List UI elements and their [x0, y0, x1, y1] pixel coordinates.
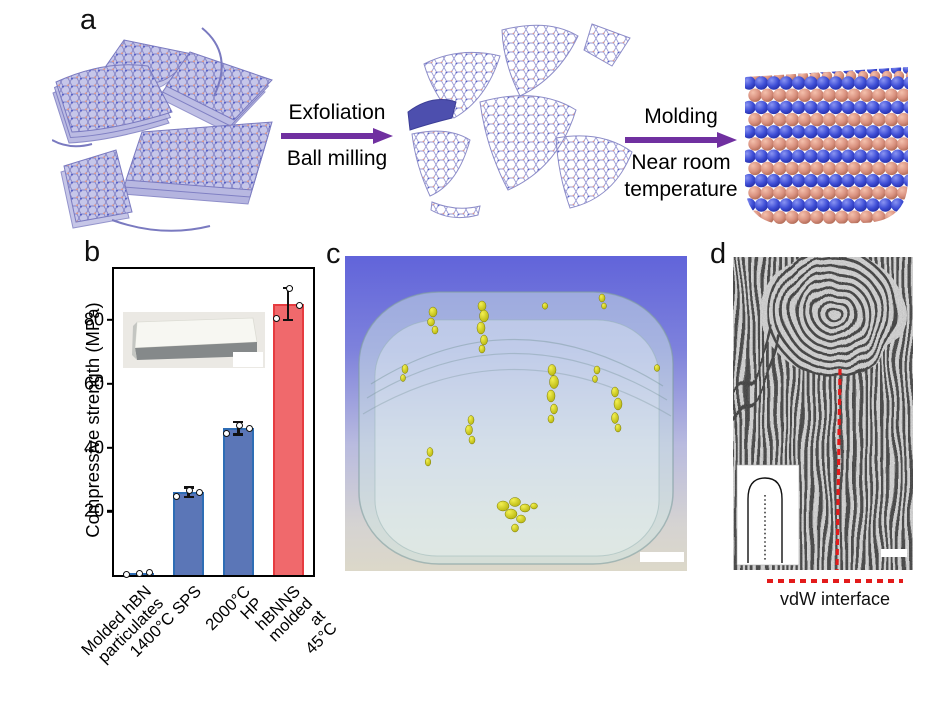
- y-tick-label: 60: [83, 373, 104, 394]
- scale-bar: [881, 549, 907, 557]
- data-point: [295, 302, 303, 310]
- data-point: [136, 569, 144, 577]
- vdw-interface-caption: vdW interface: [779, 589, 891, 609]
- near-room-temperature-label: Near room temperature: [624, 151, 738, 201]
- bar-1: [173, 492, 205, 575]
- right-arrow-icon: [281, 128, 393, 145]
- flake: [52, 64, 173, 144]
- bar-2: [222, 428, 254, 575]
- porosity-cluster: [424, 447, 434, 467]
- porosity-cluster: [465, 415, 476, 445]
- molding-label: Molding: [644, 105, 718, 128]
- error-bar-cap: [183, 495, 194, 499]
- porosity-cluster: [592, 365, 601, 383]
- porosity-cluster: [476, 300, 489, 354]
- bulk-hbn-flakes-illustration: [52, 27, 273, 232]
- y-tick-label: 40: [83, 437, 104, 457]
- y-tick-mark: [107, 318, 114, 322]
- data-point: [235, 421, 243, 429]
- nanosheet: [501, 24, 579, 97]
- porosity-cluster: [427, 306, 439, 335]
- panel-b-label: b: [84, 236, 101, 268]
- flake: [60, 149, 133, 229]
- bar-3: [272, 304, 304, 575]
- y-tick-mark: [107, 382, 114, 385]
- porosity-cluster: [653, 364, 661, 372]
- y-tick-label: 20: [83, 500, 104, 521]
- scale-bar: [640, 552, 684, 562]
- porosity-cluster: [611, 386, 623, 433]
- flake: [121, 121, 273, 205]
- micro-ct-3d-rendering: [345, 256, 687, 571]
- x-tick-label: hBNNS molded at 45°C: [252, 582, 341, 658]
- nanosheet: [555, 135, 633, 209]
- ball-milling-label: Ball milling: [286, 147, 388, 171]
- translucent-disc: [358, 291, 674, 565]
- error-bar-cap: [233, 433, 244, 437]
- data-point: [123, 570, 131, 578]
- porosity-cluster: [400, 364, 409, 382]
- porosity-cluster: [598, 293, 607, 310]
- porosity-cluster: [546, 364, 559, 424]
- nanosheet-edge-on: [407, 99, 457, 131]
- data-point: [196, 488, 204, 496]
- panel-d-label: d: [710, 238, 727, 270]
- molded-hbn-block-illustration: [745, 67, 908, 224]
- y-tick-label: 80: [83, 309, 104, 330]
- nanosheet: [411, 130, 471, 197]
- data-point: [272, 314, 280, 322]
- porosity-cluster: [496, 497, 538, 533]
- data-point: [186, 487, 194, 495]
- nanosheet-sliver: [430, 201, 481, 219]
- exfoliated-nanosheets-illustration: [407, 23, 633, 219]
- porosity-cluster: [541, 302, 549, 310]
- right-arrow-icon: [625, 132, 737, 149]
- data-point: [146, 569, 154, 577]
- data-point: [285, 284, 293, 292]
- y-tick-mark: [107, 510, 114, 513]
- panel-c-label: c: [326, 238, 341, 270]
- bar-chart-plot-area: 20 40 60 80 Molded hBN particulates 1400°C SP…: [78, 267, 341, 667]
- vdw-interface-marker-line: [835, 368, 842, 570]
- error-bar-cap: [283, 318, 294, 322]
- process-step-exfoliation: Exfoliation Ball milling: [268, 100, 406, 173]
- hrtem-image: [733, 257, 913, 570]
- exfoliation-label: Exfoliation: [288, 101, 386, 124]
- panel-a-label: a: [80, 4, 97, 36]
- data-point: [245, 424, 253, 432]
- nanosheet: [479, 95, 577, 191]
- inset-photo-molded-bar: [123, 312, 265, 368]
- data-point: [173, 493, 181, 501]
- error-bar: [286, 288, 290, 320]
- y-tick-mark: [107, 446, 114, 449]
- scale-bar: [233, 352, 263, 367]
- data-point: [222, 429, 230, 437]
- process-step-molding: Molding Near room temperature: [610, 104, 752, 203]
- nanosheet: [583, 23, 631, 67]
- vdw-interface-dotted-line: [767, 579, 903, 583]
- folded-sheet-schematic-inset: [736, 464, 800, 566]
